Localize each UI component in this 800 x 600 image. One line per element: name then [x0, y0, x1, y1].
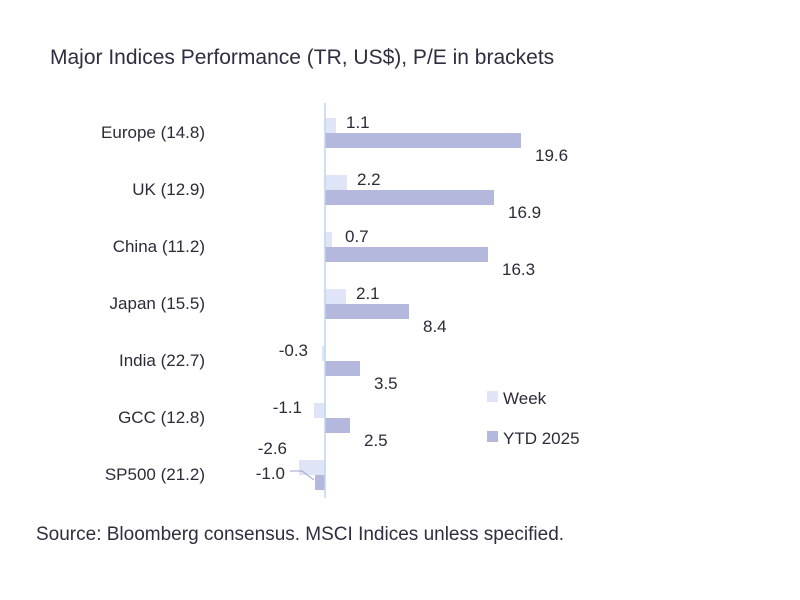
bar-week	[325, 118, 336, 133]
bar-week	[299, 460, 325, 475]
data-label-ytd: 8.4	[423, 317, 447, 336]
data-label-week: -0.3	[279, 341, 308, 360]
bar-week	[325, 289, 346, 304]
legend: Week YTD 2025	[487, 389, 580, 448]
category-label: China (11.2)	[113, 237, 205, 256]
legend-swatch-week	[487, 391, 498, 402]
category-label: India (22.7)	[119, 351, 205, 370]
data-label-week: 0.7	[345, 227, 369, 246]
bar-week	[322, 346, 325, 361]
legend-swatch-ytd	[487, 431, 498, 442]
leader-line	[290, 470, 315, 481]
bar-ytd	[325, 190, 494, 205]
category-label: Europe (14.8)	[101, 123, 205, 142]
category-label: Japan (15.5)	[110, 294, 205, 313]
chart-title: Major Indices Performance (TR, US$), P/E…	[50, 46, 555, 69]
legend-label-ytd: YTD 2025	[503, 429, 580, 448]
data-label-ytd: -1.0	[256, 464, 285, 483]
chart-source-note: Source: Bloomberg consensus. MSCI Indice…	[36, 524, 565, 545]
bar-ytd	[325, 304, 409, 319]
category-label: UK (12.9)	[132, 180, 205, 199]
data-label-ytd: 16.9	[508, 203, 541, 222]
bar-week	[314, 403, 325, 418]
data-label-ytd: 16.3	[502, 260, 535, 279]
data-label-week: 2.1	[356, 284, 380, 303]
category-label: SP500 (21.2)	[105, 465, 205, 484]
data-label-week: -1.1	[273, 398, 302, 417]
legend-label-week: Week	[503, 389, 547, 408]
bar-ytd	[325, 418, 350, 433]
category-label: GCC (12.8)	[118, 408, 205, 427]
data-label-ytd: 19.6	[535, 146, 568, 165]
data-label-ytd: 2.5	[364, 431, 388, 450]
bar-week	[325, 232, 332, 247]
data-label-week: -2.6	[258, 439, 287, 458]
labels-layer: Europe (14.8) 1.1 19.6 UK (12.9) 2.2 16.9 Chin…	[101, 113, 568, 484]
bar-week	[325, 175, 347, 190]
bar-ytd	[325, 247, 488, 262]
bar-ytd	[325, 361, 360, 376]
bars-layer	[299, 118, 521, 490]
bar-ytd	[315, 475, 325, 490]
bar-ytd	[325, 133, 521, 148]
data-label-week: 2.2	[357, 170, 381, 189]
data-label-week: 1.1	[346, 113, 370, 132]
data-label-ytd: 3.5	[374, 374, 398, 393]
